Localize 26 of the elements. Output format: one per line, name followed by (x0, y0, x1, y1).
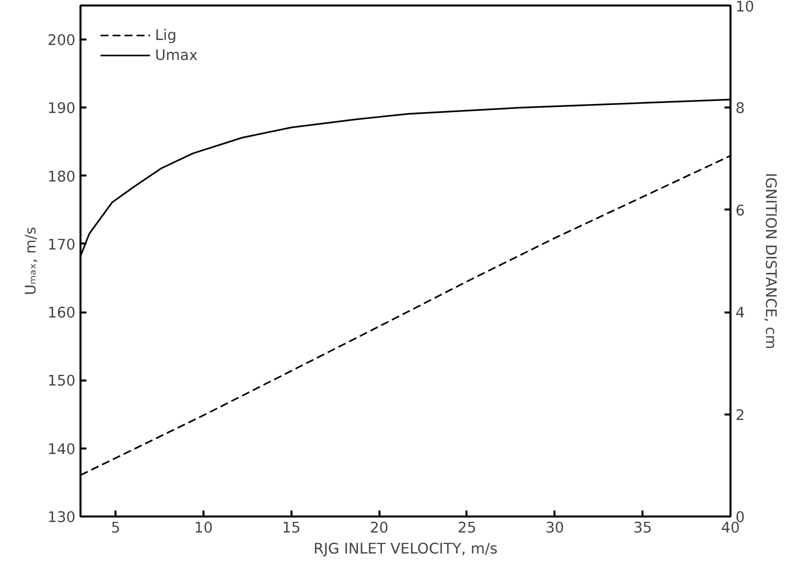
x-tick-label: 10 (194, 520, 213, 536)
y-tick-label: 130 (48, 509, 76, 526)
y-tick-label: 140 (48, 440, 76, 458)
y2-tick-label: 6 (736, 202, 745, 220)
x-axis-title: RJG INLET VELOCITY, m/s (314, 540, 498, 558)
y-axis-title: Uₘₐₓ, m/s (22, 226, 40, 296)
y-tick-label: 170 (48, 236, 76, 254)
x-tick-label: 25 (458, 520, 476, 536)
x-tick-label: 20 (370, 520, 388, 536)
y-tick-label: 200 (48, 32, 76, 50)
x-tick-label: 30 (546, 520, 564, 536)
x-tick-label: 5 (110, 520, 120, 536)
x-tick-label: 35 (633, 520, 652, 536)
y2-tick-label: 2 (736, 406, 745, 424)
y2-tick-label: 8 (736, 100, 745, 118)
line-series (80, 154, 730, 476)
y-tick-label: 150 (48, 372, 76, 390)
x-tick-label: 15 (282, 520, 301, 536)
y2-tick-label: 4 (736, 304, 745, 322)
y-tick-label: 160 (48, 304, 76, 322)
y2-tick-label: 10 (736, 0, 754, 16)
legend-label: Umax (155, 46, 198, 64)
y-tick-label: 180 (48, 168, 76, 186)
legend-label: Lig (155, 26, 177, 44)
y2-axis-title: IGNITION DISTANCE, cm (762, 172, 780, 350)
y-tick-label: 190 (48, 100, 76, 118)
